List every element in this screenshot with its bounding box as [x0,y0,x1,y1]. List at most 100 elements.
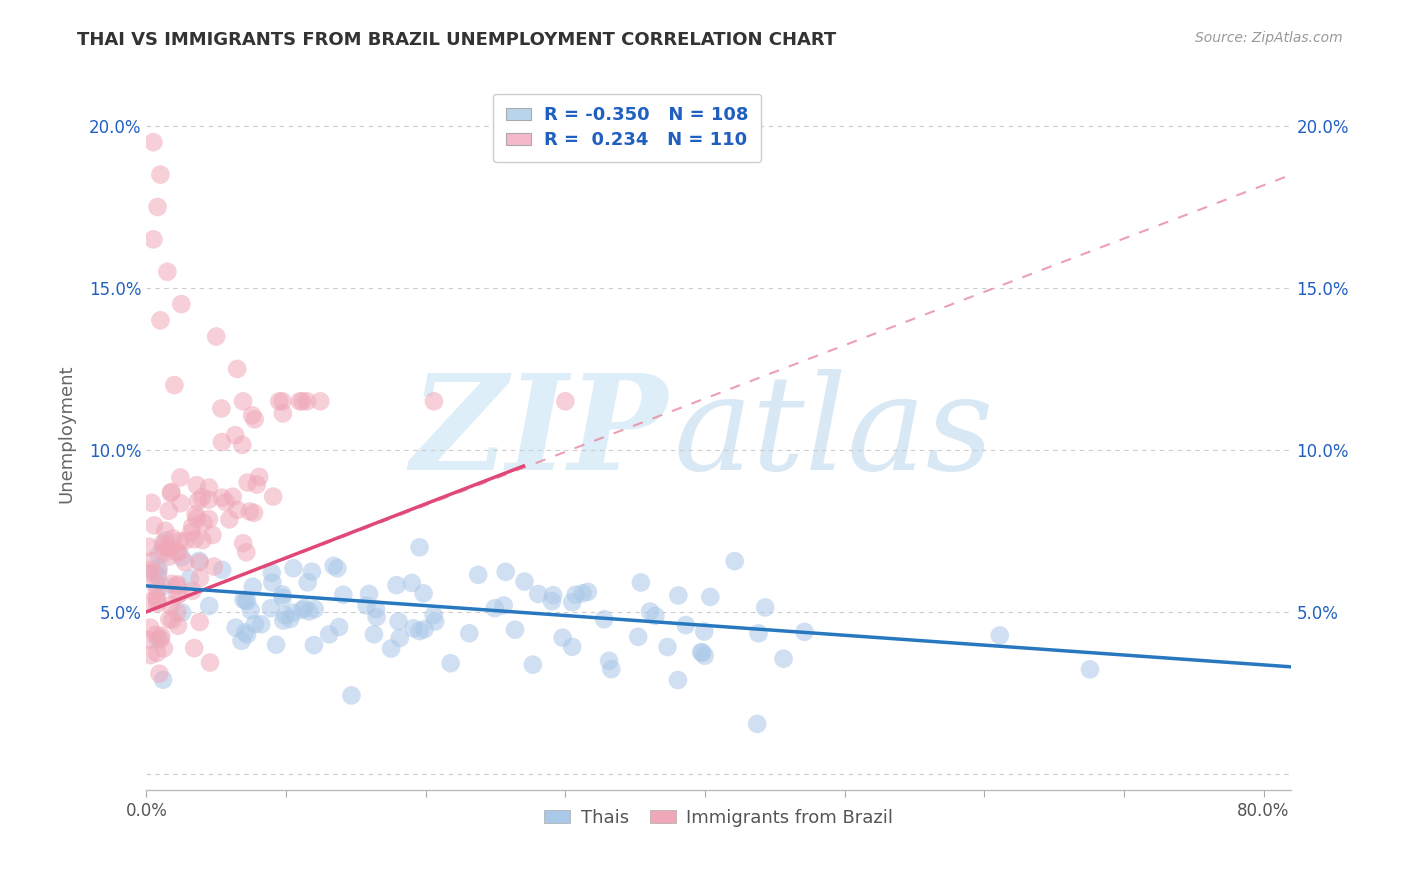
Point [186,478,208,492]
Point [291,394,314,409]
Point [160,486,183,500]
Point [666,673,689,687]
Point [554,394,576,409]
Point [188,556,211,570]
Point [262,490,284,504]
Point [146,569,169,583]
Point [422,608,444,623]
Point [522,657,544,672]
Point [202,559,225,574]
Point [188,571,211,585]
Point [146,597,169,611]
Point [278,612,301,626]
Point [166,545,188,559]
Point [693,624,716,639]
Point [148,666,170,681]
Point [484,601,506,615]
Point [364,602,387,616]
Point [138,540,160,554]
Point [408,541,430,555]
Point [690,645,713,659]
Point [160,598,183,612]
Point [146,200,169,214]
Point [186,511,208,525]
Point [458,626,481,640]
Point [747,626,769,640]
Point [149,168,172,182]
Point [297,575,319,590]
Point [160,484,183,499]
Point [408,624,430,638]
Text: THAI VS IMMIGRANTS FROM BRAZIL UNEMPLOYMENT CORRELATION CHART: THAI VS IMMIGRANTS FROM BRAZIL UNEMPLOYM… [77,31,837,49]
Point [145,628,167,642]
Point [152,580,174,594]
Point [232,536,254,550]
Point [157,612,180,626]
Point [198,481,221,495]
Point [630,575,652,590]
Point [366,610,388,624]
Point [413,622,436,636]
Text: Source: ZipAtlas.com: Source: ZipAtlas.com [1195,31,1343,45]
Legend: Thais, Immigrants from Brazil: Thais, Immigrants from Brazil [537,802,901,834]
Point [385,578,408,592]
Point [693,648,716,663]
Point [191,491,214,505]
Point [260,601,283,615]
Point [288,394,311,409]
Point [571,586,593,600]
Point [174,533,197,548]
Point [183,532,205,546]
Point [666,589,689,603]
Point [138,566,160,581]
Point [143,566,166,580]
Point [162,531,184,545]
Point [169,470,191,484]
Point [412,586,434,600]
Point [236,594,259,608]
Point [232,394,254,409]
Point [527,587,550,601]
Point [492,599,515,613]
Point [225,621,247,635]
Point [388,631,411,645]
Point [211,491,233,505]
Point [152,673,174,687]
Point [1078,662,1101,676]
Point [772,652,794,666]
Point [226,503,249,517]
Point [156,540,179,554]
Point [162,613,184,627]
Point [699,590,721,604]
Point [145,576,167,591]
Point [170,550,193,565]
Point [271,614,294,628]
Point [198,512,221,526]
Point [226,362,249,376]
Point [239,504,262,518]
Point [166,579,188,593]
Point [172,606,194,620]
Point [183,641,205,656]
Y-axis label: Unemployment: Unemployment [58,365,75,503]
Point [513,574,536,589]
Point [283,561,305,575]
Point [294,601,316,615]
Point [600,662,623,676]
Point [274,608,297,623]
Point [247,470,270,484]
Point [211,435,233,450]
Point [302,638,325,652]
Point [174,556,197,570]
Point [198,599,221,613]
Point [160,541,183,556]
Point [271,406,294,420]
Point [148,565,170,579]
Point [747,717,769,731]
Point [166,577,188,591]
Point [148,561,170,575]
Point [231,633,253,648]
Point [271,394,294,409]
Point [243,412,266,426]
Point [179,572,201,586]
